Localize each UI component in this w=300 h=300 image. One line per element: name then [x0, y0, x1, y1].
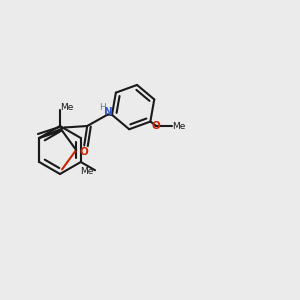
- Text: H: H: [99, 103, 106, 112]
- Text: Me: Me: [80, 167, 93, 176]
- Text: N: N: [104, 106, 112, 117]
- Text: Me: Me: [172, 122, 185, 130]
- Text: O: O: [152, 121, 161, 131]
- Text: Me: Me: [60, 103, 73, 112]
- Text: O: O: [80, 147, 88, 157]
